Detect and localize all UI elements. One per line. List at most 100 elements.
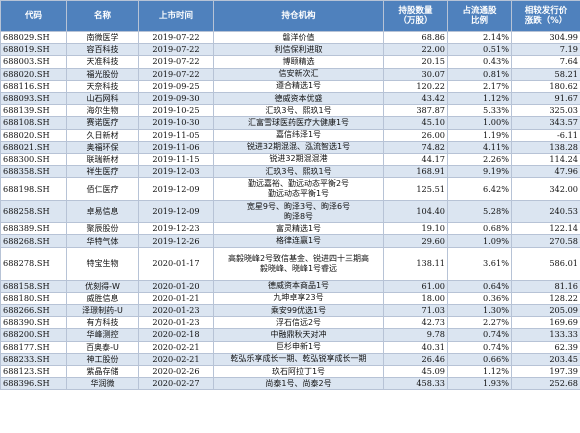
cell-institution: 汇玖3号、熙玖1号 bbox=[213, 104, 384, 118]
cell-ratio: 1.93% bbox=[447, 377, 512, 391]
cell-shares: 104.40 bbox=[383, 199, 448, 224]
header-shares-text: 持股数量 （万股） bbox=[398, 6, 433, 26]
cell-change: 62.39 bbox=[511, 340, 580, 354]
cell-shares: 22.00 bbox=[383, 43, 448, 57]
cell-ratio: 0.68% bbox=[447, 222, 512, 236]
cell-ratio: 6.42% bbox=[447, 177, 512, 201]
cell-name: 华峰测控 bbox=[66, 328, 139, 342]
cell-ratio: 0.74% bbox=[447, 328, 512, 342]
cell-change: 203.45 bbox=[511, 352, 580, 366]
cell-code: 688020.SH bbox=[0, 128, 67, 142]
cell-name: 奥福环保 bbox=[66, 140, 139, 154]
header-name: 名称 bbox=[66, 0, 139, 32]
cell-code: 688233.SH bbox=[0, 352, 67, 366]
cell-institution: 浮石信远2号 bbox=[213, 316, 384, 330]
cell-change: 47.96 bbox=[511, 165, 580, 179]
cell-institution: 德威资本优盛 bbox=[213, 91, 384, 106]
cell-ratio: 5.33% bbox=[447, 104, 512, 118]
cell-shares: 43.42 bbox=[383, 91, 448, 106]
cell-change: 270.58 bbox=[511, 234, 580, 248]
cell-name: 华润微 bbox=[66, 377, 139, 391]
cell-code: 688116.SH bbox=[0, 79, 67, 93]
cell-code: 688108.SH bbox=[0, 116, 67, 130]
cell-name: 百奥泰-U bbox=[66, 340, 139, 354]
cell-name: 福光股份 bbox=[66, 67, 139, 81]
holdings-table: 代码 名称 上市时间 持仓机构 持股数量 （万股） 占流通股 比例 相较发行价 … bbox=[0, 0, 580, 391]
cell-ratio: 5.28% bbox=[447, 199, 512, 224]
cell-code: 688021.SH bbox=[0, 140, 67, 154]
cell-institution: 汇富雪球医药医疗大健康1号 bbox=[213, 116, 384, 130]
cell-name: 神工股份 bbox=[66, 352, 139, 366]
header-shares: 持股数量 （万股） bbox=[383, 0, 448, 32]
cell-ratio: 0.51% bbox=[447, 43, 512, 57]
cell-shares: 9.78 bbox=[383, 328, 448, 342]
cell-change: 304.99 bbox=[511, 30, 580, 45]
cell-shares: 26.46 bbox=[383, 352, 448, 366]
cell-ratio: 1.09% bbox=[447, 234, 512, 248]
cell-change: 197.39 bbox=[511, 364, 580, 379]
header-code: 代码 bbox=[0, 0, 67, 32]
cell-change: 240.53 bbox=[511, 199, 580, 224]
cell-change: 91.67 bbox=[511, 91, 580, 106]
cell-name: 有方科技 bbox=[66, 316, 139, 330]
cell-name: 海尔生物 bbox=[66, 104, 139, 118]
cell-date: 2020-02-18 bbox=[138, 328, 214, 342]
table-row: 688139.SH 海尔生物 2019-10-25 汇玖3号、熙玖1号 387.87 5.… bbox=[0, 104, 580, 118]
table-row: 688390.SH 有方科技 2020-01-23 浮石信远2号 42.73 2.27% 1… bbox=[0, 316, 580, 330]
cell-name: 威胜信息 bbox=[66, 291, 139, 306]
cell-shares: 138.11 bbox=[383, 246, 448, 281]
cell-code: 688389.SH bbox=[0, 222, 67, 236]
cell-code: 688029.SH bbox=[0, 30, 67, 45]
header-ratio-text: 占流通股 比例 bbox=[462, 6, 497, 26]
table-row: 688123.SH 紫晶存储 2020-02-26 玖石阿拉丁1号 45.09 1.12%… bbox=[0, 364, 580, 379]
cell-change: 81.16 bbox=[511, 279, 580, 293]
cell-name: 联瑞新材 bbox=[66, 152, 139, 167]
table-row: 688020.SH 福光股份 2019-07-22 信安新次汇 30.07 0.81% 58… bbox=[0, 67, 580, 81]
cell-ratio: 2.26% bbox=[447, 152, 512, 167]
cell-date: 2019-12-23 bbox=[138, 222, 214, 236]
cell-ratio: 0.43% bbox=[447, 55, 512, 69]
cell-shares: 30.07 bbox=[383, 67, 448, 81]
cell-code: 688358.SH bbox=[0, 165, 67, 179]
cell-institution: 巨杉申新1号 bbox=[213, 340, 384, 354]
cell-change: 114.24 bbox=[511, 152, 580, 167]
cell-code: 688123.SH bbox=[0, 364, 67, 379]
cell-date: 2020-02-27 bbox=[138, 377, 214, 391]
cell-code: 688019.SH bbox=[0, 43, 67, 57]
cell-code: 688300.SH bbox=[0, 152, 67, 167]
cell-institution: 锐进32期混混港 bbox=[213, 152, 384, 167]
cell-shares: 61.00 bbox=[383, 279, 448, 293]
cell-date: 2019-11-06 bbox=[138, 140, 214, 154]
table-row: 688233.SH 神工股份 2020-02-21 乾弘乐享成长一期、乾弘锐享成长一期… bbox=[0, 352, 580, 366]
cell-institution: 宽星9号、昫泽3号、昫泽6号 昫泽8号 bbox=[213, 199, 384, 224]
cell-institution: 锐进32期混混、泓流智选1号 bbox=[213, 140, 384, 154]
cell-institution: 嘉信纬泽1号 bbox=[213, 128, 384, 142]
cell-ratio: 1.12% bbox=[447, 364, 512, 379]
cell-shares: 68.86 bbox=[383, 30, 448, 45]
header-change: 相较发行价 涨跌（%） bbox=[511, 0, 580, 32]
cell-ratio: 4.11% bbox=[447, 140, 512, 154]
cell-institution: 中融鼎秋天对冲 bbox=[213, 328, 384, 342]
cell-change: 252.68 bbox=[511, 377, 580, 391]
cell-shares: 42.73 bbox=[383, 316, 448, 330]
cell-name: 久日新材 bbox=[66, 128, 139, 142]
cell-date: 2019-11-15 bbox=[138, 152, 214, 167]
cell-date: 2020-01-23 bbox=[138, 303, 214, 318]
cell-date: 2020-01-20 bbox=[138, 279, 214, 293]
cell-name: 容百科技 bbox=[66, 43, 139, 57]
cell-code: 688093.SH bbox=[0, 91, 67, 106]
cell-ratio: 0.66% bbox=[447, 352, 512, 366]
table-row: 688396.SH 华润微 2020-02-27 尚泰1号、尚泰2号 458.33 1.9… bbox=[0, 377, 580, 391]
cell-change: 122.14 bbox=[511, 222, 580, 236]
cell-shares: 44.17 bbox=[383, 152, 448, 167]
cell-date: 2019-12-03 bbox=[138, 165, 214, 179]
cell-date: 2020-02-21 bbox=[138, 352, 214, 366]
cell-shares: 74.82 bbox=[383, 140, 448, 154]
cell-institution: 勤远嘉裕、勤远动态平衡2号 勤远动态平衡1号 bbox=[213, 177, 384, 201]
cell-code: 688396.SH bbox=[0, 377, 67, 391]
cell-date: 2019-12-09 bbox=[138, 177, 214, 201]
cell-shares: 168.91 bbox=[383, 165, 448, 179]
cell-ratio: 1.00% bbox=[447, 116, 512, 130]
cell-name: 华特气体 bbox=[66, 234, 139, 248]
table-row: 688358.SH 祥生医疗 2019-12-03 汇玖3号、熙玖1号 168.91 9.… bbox=[0, 165, 580, 179]
